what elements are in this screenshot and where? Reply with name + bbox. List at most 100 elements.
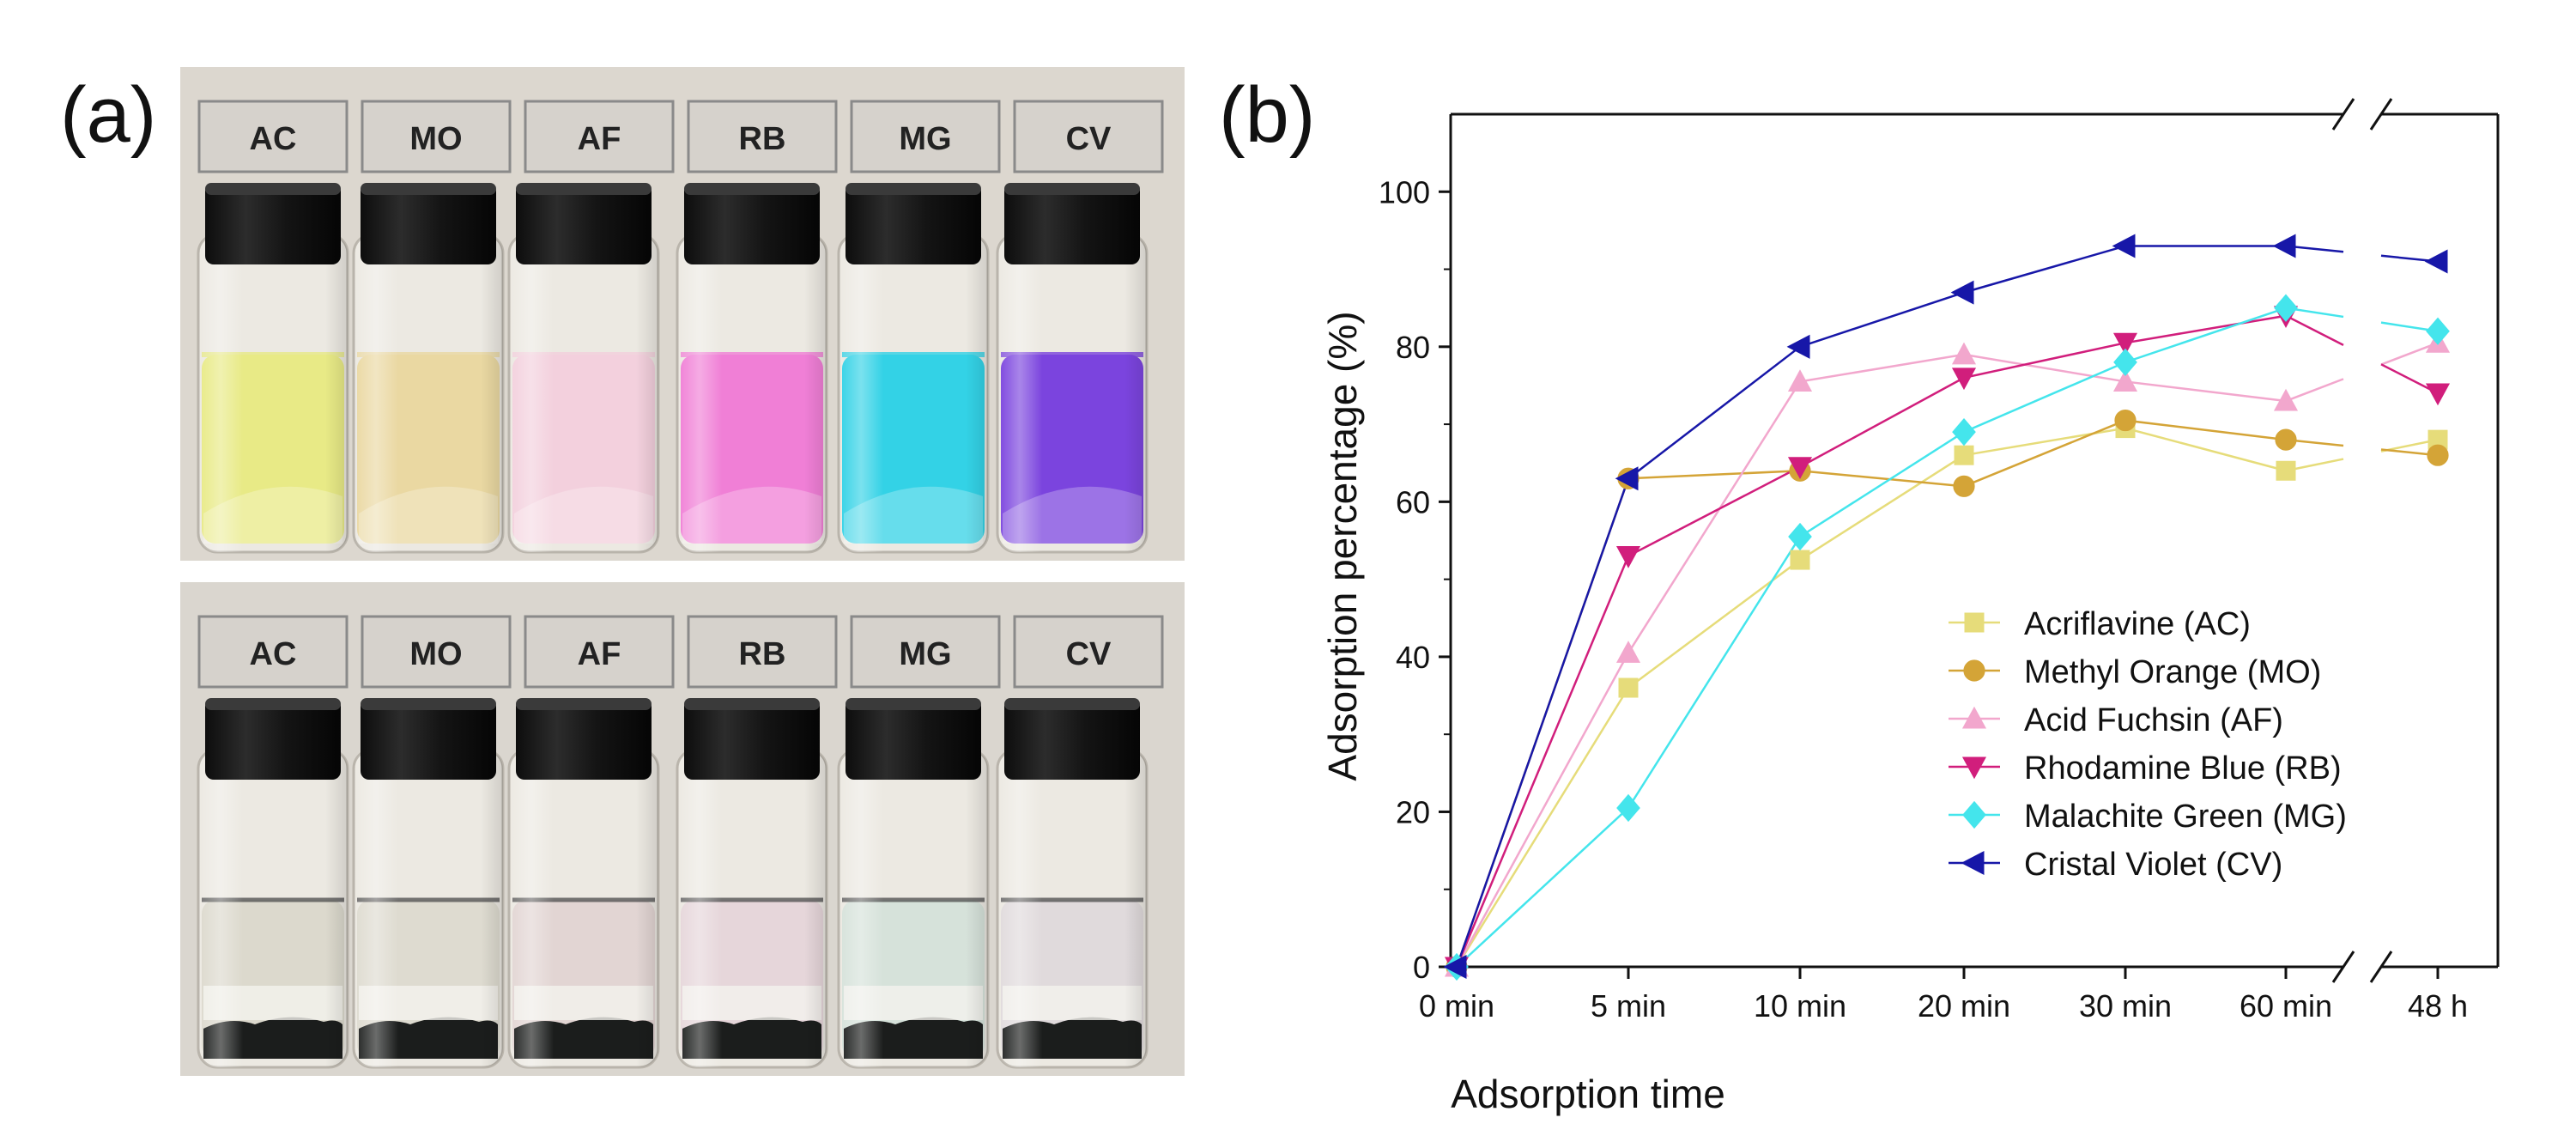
vial-label-box — [197, 100, 349, 173]
series-line-2 — [1455, 353, 2287, 968]
vial — [676, 183, 828, 554]
vial-cap — [684, 183, 820, 264]
data-point-3-3 — [1951, 368, 1977, 391]
series-line-3 — [1455, 314, 2287, 968]
vial-label-text: RB — [739, 636, 786, 672]
vial-cap — [516, 698, 652, 780]
vial-label-text: AC — [250, 636, 297, 672]
legend-label: Rhodamine Blue (RB) — [2024, 750, 2342, 787]
vial — [996, 183, 1149, 554]
vial-label-box — [1013, 615, 1164, 689]
vial-label-text: RB — [739, 121, 786, 157]
adsorption-chart: 0 20 40 60 80 100 0 min 5 min 10 min 20 min 30 min… — [1320, 98, 2500, 1116]
legend-marker — [1961, 850, 1985, 876]
series-line-segment — [2285, 314, 2344, 346]
vial — [837, 183, 990, 554]
vial-shine — [839, 750, 988, 1067]
vial-label-box — [850, 100, 1001, 173]
data-point-0-1 — [1618, 677, 1639, 698]
vial-shine — [354, 234, 503, 552]
series-line-1 — [1455, 419, 2287, 968]
data-point-2-4 — [2112, 369, 2138, 392]
x-tick-label: 30 min — [2079, 988, 2172, 1024]
data-point-0-3 — [1954, 445, 1974, 465]
chart-axes: 0 20 40 60 80 100 0 min 5 min 10 min 20 min 30 min… — [1379, 98, 2500, 1024]
vial — [507, 183, 660, 554]
series-line-4 — [1456, 307, 2287, 968]
data-point-2-1 — [1615, 641, 1641, 663]
vial-label-text: CV — [1066, 636, 1112, 672]
data-point-0-2 — [1790, 550, 1810, 570]
chart-series-lines — [1455, 245, 2439, 968]
x-tick-label: 20 min — [1918, 988, 2010, 1024]
vial-label-text: MG — [899, 636, 951, 672]
vial — [996, 698, 1149, 1069]
vial-label-box — [687, 615, 838, 689]
y-axis-label: Adsorption percentage (%) — [1320, 311, 1365, 781]
data-point-3-4 — [2112, 332, 2138, 355]
vial-label-box — [361, 100, 512, 173]
series-line-segment — [2285, 378, 2344, 403]
chart-legend: Acriflavine (AC) Methyl Orange (MO) Acid F… — [1949, 606, 2347, 883]
axis-break-mark — [2369, 98, 2393, 131]
y-tick-label: 60 — [1396, 484, 1430, 519]
x-tick-label: 60 min — [2240, 988, 2332, 1024]
data-point-2-3 — [1951, 342, 1977, 365]
vial-label-text: MG — [899, 121, 951, 157]
legend-label: Acriflavine (AC) — [2024, 606, 2251, 642]
data-point-5-5 — [2272, 234, 2296, 258]
vials-top — [197, 183, 1149, 554]
vial-label-box — [524, 615, 675, 689]
vial-cap-rim — [361, 698, 496, 710]
vial-label-text: AF — [578, 636, 621, 672]
data-point-4-2 — [1788, 522, 1812, 551]
series-line-segment — [2380, 342, 2439, 366]
vial-shine — [677, 234, 827, 552]
data-point-4-6 — [2426, 317, 2450, 345]
data-point-3-2 — [1787, 457, 1813, 479]
data-point-1-6 — [2427, 444, 2449, 466]
vial-cap — [361, 698, 496, 780]
vial-cap-rim — [205, 183, 341, 195]
vial-cap-rim — [846, 183, 981, 195]
panel-b-label: (b) — [1219, 71, 1315, 159]
data-point-4-4 — [2113, 348, 2137, 377]
vial-label-box — [850, 615, 1001, 689]
series-line-0 — [1455, 427, 2287, 968]
data-point-5-1 — [1615, 466, 1639, 491]
legend-marker — [1962, 800, 1986, 829]
axis-break-mark — [2331, 98, 2355, 131]
legend-marker — [1963, 659, 1985, 682]
vial-label-text: MO — [409, 121, 462, 157]
data-point-2-5 — [2273, 388, 2299, 411]
vial-cap — [1004, 698, 1140, 780]
vial-label-box — [361, 615, 512, 689]
vial-cap — [1004, 183, 1140, 264]
y-tick-label: 0 — [1413, 950, 1430, 985]
data-point-5-6 — [2424, 249, 2448, 274]
data-point-1-3 — [1953, 475, 1975, 497]
data-point-4-5 — [2274, 294, 2298, 322]
vial-cap-rim — [684, 183, 820, 195]
vial-label-box — [197, 615, 349, 689]
vial-cap — [361, 183, 496, 264]
data-point-5-3 — [1950, 280, 1974, 305]
vial-cap — [205, 183, 341, 264]
y-tick-label: 80 — [1396, 330, 1430, 365]
vial-label-box — [687, 100, 838, 173]
vial-cap-rim — [684, 698, 820, 710]
legend-label: Acid Fuchsin (AF) — [2024, 702, 2283, 738]
data-point-5-0 — [1443, 954, 1467, 980]
data-point-5-2 — [1786, 334, 1810, 359]
data-point-5-4 — [2112, 234, 2136, 258]
legend-label: Cristal Violet (CV) — [2024, 847, 2282, 883]
vial — [507, 698, 660, 1069]
vial-label-text: MO — [409, 636, 462, 672]
vial-shine — [354, 750, 503, 1067]
y-tick-label: 100 — [1379, 174, 1430, 210]
data-point-1-4 — [2114, 409, 2137, 432]
vial — [352, 698, 505, 1069]
legend-label: Malachite Green (MG) — [2024, 799, 2347, 835]
data-point-2-2 — [1787, 369, 1813, 392]
x-tick-label: 48 h — [2408, 988, 2468, 1024]
